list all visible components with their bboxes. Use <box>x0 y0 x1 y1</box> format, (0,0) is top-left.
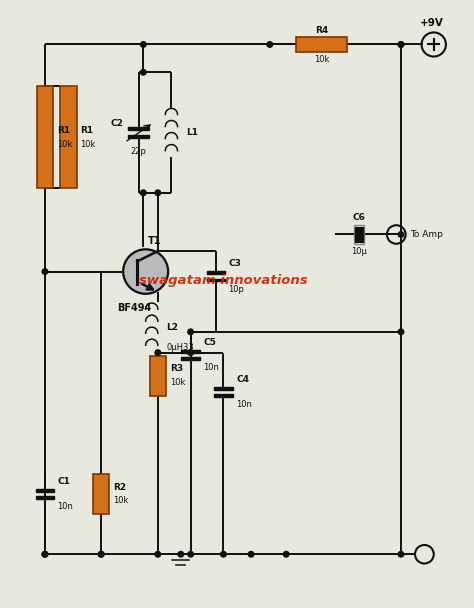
FancyBboxPatch shape <box>150 356 166 396</box>
Text: C5: C5 <box>203 337 216 347</box>
Circle shape <box>98 551 104 557</box>
Text: C6: C6 <box>352 213 365 221</box>
Circle shape <box>42 269 48 274</box>
Text: 10p: 10p <box>228 285 245 294</box>
Circle shape <box>140 190 146 196</box>
Text: 10k: 10k <box>314 55 329 64</box>
Text: 10k: 10k <box>57 140 72 148</box>
Circle shape <box>155 551 161 557</box>
FancyBboxPatch shape <box>93 474 109 514</box>
Text: 10n: 10n <box>203 364 219 372</box>
Polygon shape <box>181 350 200 353</box>
Circle shape <box>140 69 146 75</box>
Text: swagatam innovations: swagatam innovations <box>138 274 307 288</box>
Circle shape <box>398 551 404 557</box>
Circle shape <box>188 350 193 356</box>
Text: R3: R3 <box>170 364 183 373</box>
Polygon shape <box>181 358 200 360</box>
Text: 10k: 10k <box>113 497 128 505</box>
Circle shape <box>98 551 104 557</box>
Text: R1: R1 <box>80 126 93 135</box>
Text: 0μH33: 0μH33 <box>166 344 194 353</box>
Polygon shape <box>36 489 55 492</box>
Text: 10n: 10n <box>57 502 73 511</box>
Circle shape <box>220 551 226 557</box>
Text: L2: L2 <box>166 323 178 332</box>
Polygon shape <box>207 278 225 281</box>
Circle shape <box>42 551 48 557</box>
Text: 10k: 10k <box>170 378 185 387</box>
Polygon shape <box>207 271 225 274</box>
Circle shape <box>398 232 404 237</box>
Circle shape <box>267 42 273 47</box>
Circle shape <box>188 551 193 557</box>
Circle shape <box>178 551 183 557</box>
Polygon shape <box>214 395 233 397</box>
Text: C2: C2 <box>111 119 124 128</box>
Polygon shape <box>214 387 233 390</box>
Circle shape <box>398 42 404 47</box>
Circle shape <box>248 551 254 557</box>
FancyBboxPatch shape <box>37 86 53 188</box>
Text: C3: C3 <box>228 259 241 268</box>
Circle shape <box>155 350 161 356</box>
Text: C1: C1 <box>57 477 71 486</box>
Circle shape <box>140 42 146 47</box>
Text: 10n: 10n <box>236 401 252 409</box>
Circle shape <box>155 190 161 196</box>
Text: R4: R4 <box>315 26 328 35</box>
Polygon shape <box>128 127 149 130</box>
Polygon shape <box>359 227 363 243</box>
Text: +9V: +9V <box>419 18 443 28</box>
Polygon shape <box>128 136 149 138</box>
Circle shape <box>123 249 168 294</box>
Text: 10k: 10k <box>80 140 96 148</box>
Text: L1: L1 <box>186 128 198 137</box>
Text: C4: C4 <box>236 375 249 384</box>
Circle shape <box>398 329 404 334</box>
Text: 10μ: 10μ <box>351 247 367 257</box>
Circle shape <box>188 329 193 334</box>
Text: T1: T1 <box>148 236 162 246</box>
Circle shape <box>283 551 289 557</box>
Text: To Amp: To Amp <box>410 230 443 239</box>
Circle shape <box>398 42 404 47</box>
Text: 22p: 22p <box>131 147 146 156</box>
Circle shape <box>42 551 48 557</box>
FancyBboxPatch shape <box>354 225 364 244</box>
Text: R1: R1 <box>57 126 70 135</box>
FancyBboxPatch shape <box>296 37 347 52</box>
FancyBboxPatch shape <box>60 86 77 188</box>
Polygon shape <box>355 227 358 243</box>
Text: R2: R2 <box>113 483 126 491</box>
Polygon shape <box>36 496 55 499</box>
Text: BF494: BF494 <box>117 303 151 313</box>
